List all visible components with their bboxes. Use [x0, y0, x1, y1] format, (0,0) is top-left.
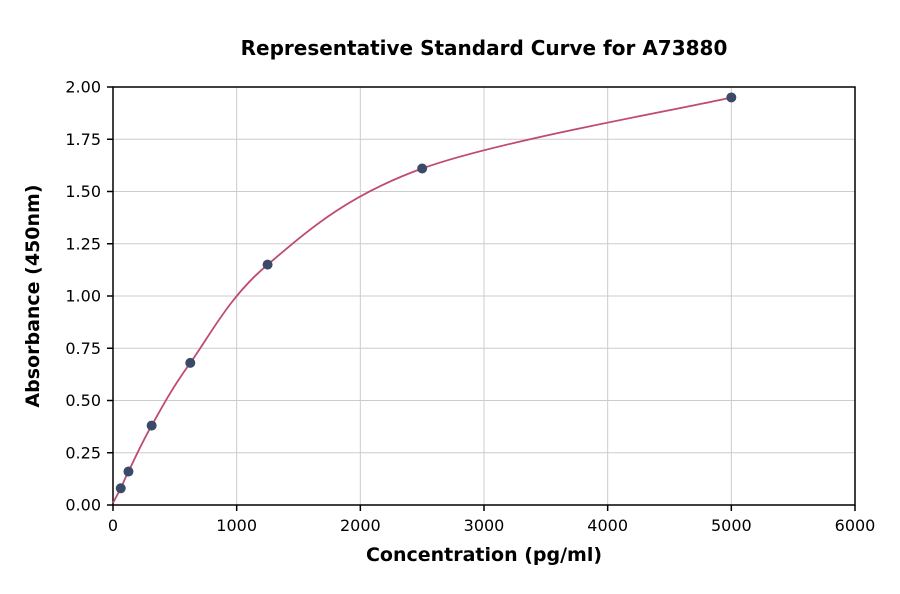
fit-curve — [112, 96, 732, 504]
x-axis-label: Concentration (pg/ml) — [365, 544, 603, 566]
y-tick-label: 0.50 — [65, 391, 101, 410]
y-tick-label: 1.75 — [65, 130, 101, 149]
y-tick-label: 1.00 — [65, 287, 101, 306]
x-tick-label: 0 — [108, 516, 118, 535]
data-point — [726, 92, 737, 103]
x-tick-label: 6000 — [835, 516, 876, 535]
data-point — [262, 259, 273, 270]
x-tick-label: 2000 — [340, 516, 381, 535]
y-tick-label: 1.25 — [65, 234, 101, 253]
x-tick-label: 3000 — [464, 516, 505, 535]
y-axis-label: Absorbance (450nm) — [22, 184, 44, 408]
x-tick-label: 4000 — [587, 516, 628, 535]
y-tick-label: 0.00 — [65, 496, 101, 515]
x-tick-label: 5000 — [711, 516, 752, 535]
y-tick-label: 2.00 — [65, 78, 101, 97]
y-tick-label: 0.25 — [65, 443, 101, 462]
y-tick-label: 1.50 — [65, 182, 101, 201]
chart-title: Representative Standard Curve for A73880 — [240, 36, 728, 60]
data-point — [417, 163, 428, 174]
data-point — [115, 483, 126, 494]
y-tick-label: 0.75 — [65, 339, 101, 358]
x-tick-label: 1000 — [216, 516, 257, 535]
data-point — [146, 420, 157, 431]
data-point — [123, 466, 134, 477]
data-point — [185, 357, 196, 368]
